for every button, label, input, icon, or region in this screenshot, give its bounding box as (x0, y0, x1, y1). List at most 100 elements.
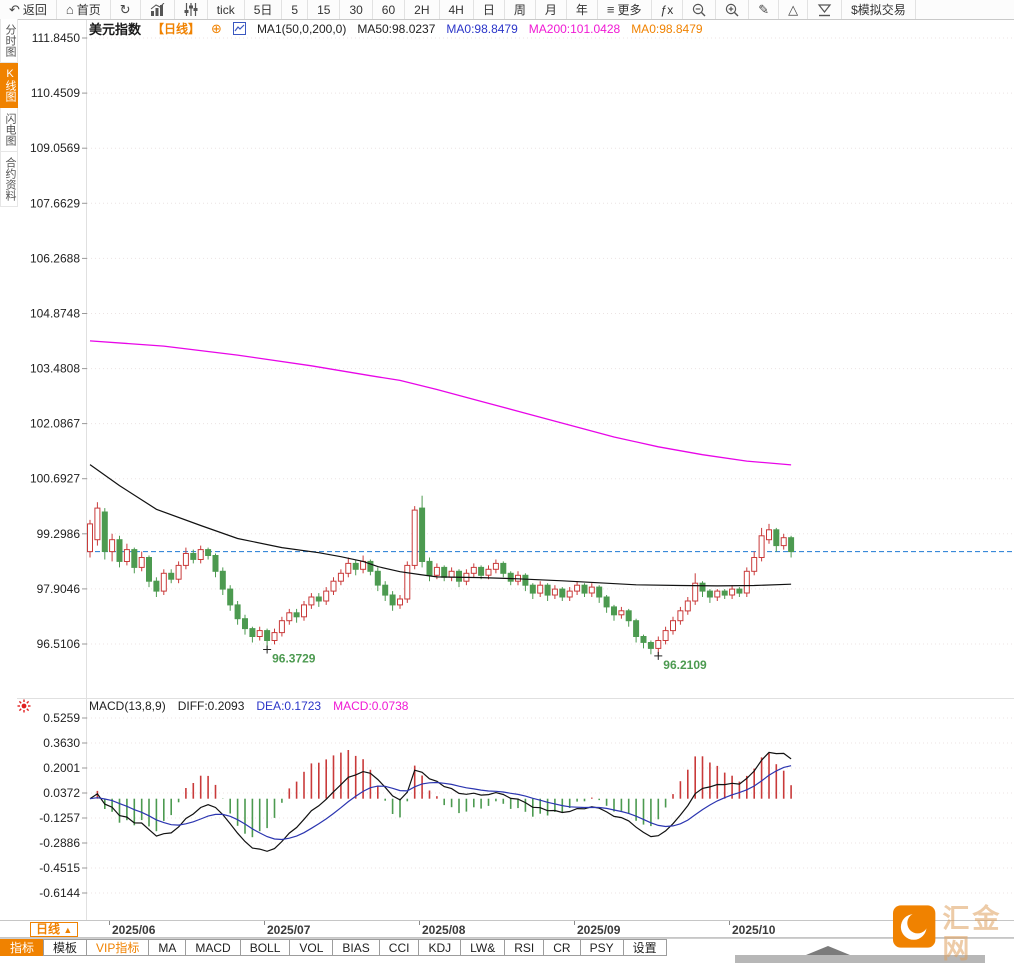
svg-text:107.6629: 107.6629 (30, 196, 80, 210)
period-30-button[interactable]: 30 (340, 0, 373, 19)
more-button[interactable]: ≡ 更多 (598, 0, 652, 19)
macd-diff-line (89, 751, 792, 852)
zoom-in-button[interactable] (716, 0, 750, 19)
bottom-strip (0, 956, 1014, 963)
indicator-tab-MA[interactable]: MA (148, 939, 187, 956)
period-4h-button[interactable]: 4H (440, 0, 474, 19)
zoom-in-icon (725, 3, 739, 17)
triangle-up-icon: △ (788, 2, 799, 17)
zoom-out-button[interactable] (683, 0, 717, 19)
home-button[interactable]: ⌂ 首页 (57, 0, 111, 19)
macd-params-label: MACD(13,8,9) (89, 699, 166, 713)
sidebar-tab-lightning-chart[interactable]: 闪电图 (0, 108, 18, 152)
period-week-button-label: 周 (513, 3, 526, 17)
pull-up-arrow-icon[interactable] (806, 946, 850, 955)
pencil-icon: ✎ (758, 2, 770, 17)
indicator-tab-CCI[interactable]: CCI (378, 939, 420, 956)
indicator-tab-MACD[interactable]: MACD (185, 939, 241, 956)
indicator-tab-模板[interactable]: 模板 (43, 939, 88, 956)
overlay-up-button[interactable]: △ (779, 0, 809, 19)
macd-dea-value: DEA:0.1723 (256, 699, 322, 713)
add-compare-icon[interactable]: ⊕ (211, 21, 222, 36)
svg-text:109.0569: 109.0569 (30, 141, 80, 155)
period-15-button[interactable]: 15 (308, 0, 341, 19)
svg-text:96.2109: 96.2109 (663, 658, 707, 672)
back-arrow-icon: ↶ (9, 2, 20, 17)
indicator-button[interactable] (175, 0, 208, 19)
period-week-button[interactable]: 周 (505, 0, 536, 19)
x-axis-tick (264, 921, 265, 925)
x-axis-strip: 日线 ▲ 2025/06 2025/07 2025/08 2025/09 2025/10 (0, 920, 1014, 938)
indicator-tab-设置[interactable]: 设置 (622, 939, 667, 956)
zoom-out-icon (692, 3, 706, 17)
ma200-value: MA200:101.0428 (528, 21, 621, 36)
draw-button[interactable]: ✎ (749, 0, 780, 19)
indicator-tab-BIAS[interactable]: BIAS (332, 939, 380, 956)
refresh-icon: ↻ (119, 2, 131, 17)
sidebar-tab-contract-info[interactable]: 合约资料 (0, 152, 18, 207)
indicator-tab-RSI[interactable]: RSI (504, 939, 545, 956)
ma0-blue-value: MA0:98.8479 (446, 21, 518, 36)
sidebar-tab-time-share-chart[interactable]: 分时图 (0, 19, 18, 63)
period-year-button[interactable]: 年 (567, 0, 598, 19)
panel-frames (17, 19, 1014, 920)
ma0-orange-value: MA0:98.8479 (631, 21, 703, 36)
period-5d-button[interactable]: 5日 (245, 0, 283, 19)
overlay-down-button[interactable] (808, 0, 843, 19)
svg-text:99.2986: 99.2986 (37, 527, 81, 541)
x-axis-tick (574, 921, 575, 925)
macd-dea-line (89, 765, 792, 841)
indicator-tab-BOLL[interactable]: BOLL (239, 939, 291, 956)
chart-type-sidebar: 分时图 K线图 闪电图 合约资料 (0, 19, 18, 207)
indicator-tab-CR[interactable]: CR (543, 939, 581, 956)
indicator-tab-LW&[interactable]: LW& (460, 939, 506, 956)
sidebar-tab-kline-chart[interactable]: K线图 (0, 63, 18, 108)
formula-button[interactable]: ƒx (652, 0, 684, 19)
indicator-tab-KDJ[interactable]: KDJ (418, 939, 462, 956)
back-button[interactable]: ↶ 返回 (0, 0, 57, 19)
x-axis-label-2025/10: 2025/10 (732, 923, 776, 937)
x-axis-label-2025/06: 2025/06 (112, 923, 156, 937)
period-15-button-label: 15 (317, 2, 331, 17)
period-2h-button-label: 2H (414, 2, 430, 17)
period-selector-button[interactable]: 日线 ▲ (30, 922, 79, 937)
period-tick-button[interactable]: tick (208, 0, 245, 19)
svg-text:0.2001: 0.2001 (43, 761, 80, 775)
period-60-button[interactable]: 60 (373, 0, 406, 19)
chart-type-button[interactable] (141, 0, 175, 19)
macd-histogram (96, 750, 792, 838)
period-2h-button[interactable]: 2H (405, 0, 440, 19)
indicator-tab-指标[interactable]: 指标 (0, 939, 45, 956)
home-button-label: 首页 (76, 3, 101, 17)
refresh-button[interactable]: ↻ (111, 0, 141, 19)
pull-up-handle[interactable] (735, 955, 985, 963)
svg-text:-0.4515: -0.4515 (39, 861, 80, 875)
svg-text:0.0372: 0.0372 (43, 786, 80, 800)
macd-settings-icon[interactable] (17, 699, 31, 718)
period-month-button[interactable]: 月 (536, 0, 567, 19)
svg-text:97.9046: 97.9046 (37, 582, 81, 596)
kline-mini-icon[interactable] (232, 22, 246, 35)
indicator-tab-PSY[interactable]: PSY (579, 939, 624, 956)
svg-text:-0.1257: -0.1257 (39, 811, 80, 825)
period-month-button-label: 月 (544, 3, 557, 17)
period-60-button-label: 60 (381, 2, 396, 17)
svg-text:96.3729: 96.3729 (272, 652, 316, 666)
period-5-button[interactable]: 5 (282, 0, 309, 19)
ma50-value: MA50:98.0237 (357, 21, 436, 36)
candles (87, 495, 795, 656)
formula-button-label: ƒx (660, 2, 674, 17)
macd-bar-value: MACD:0.0738 (333, 699, 409, 713)
x-axis-tick (109, 921, 110, 925)
svg-text:0.5259: 0.5259 (43, 711, 80, 725)
period-tick-button-label: tick (216, 2, 235, 17)
triangle-down-line-icon (817, 3, 832, 17)
period-day-button[interactable]: 日 (474, 0, 505, 19)
indicator-tab-VOL[interactable]: VOL (289, 939, 334, 956)
svg-text:100.6927: 100.6927 (30, 472, 80, 486)
ma50-line (89, 464, 792, 587)
indicator-tab-VIP指标[interactable]: VIP指标 (86, 939, 150, 956)
indicator-tab-bar: 指标 模板 VIP指标 MA MACD BOLL VOL BIAS CCI KDJ LW& RSI CR… (0, 938, 1014, 956)
simulate-trade-button[interactable]: $模拟交易 (842, 0, 916, 19)
